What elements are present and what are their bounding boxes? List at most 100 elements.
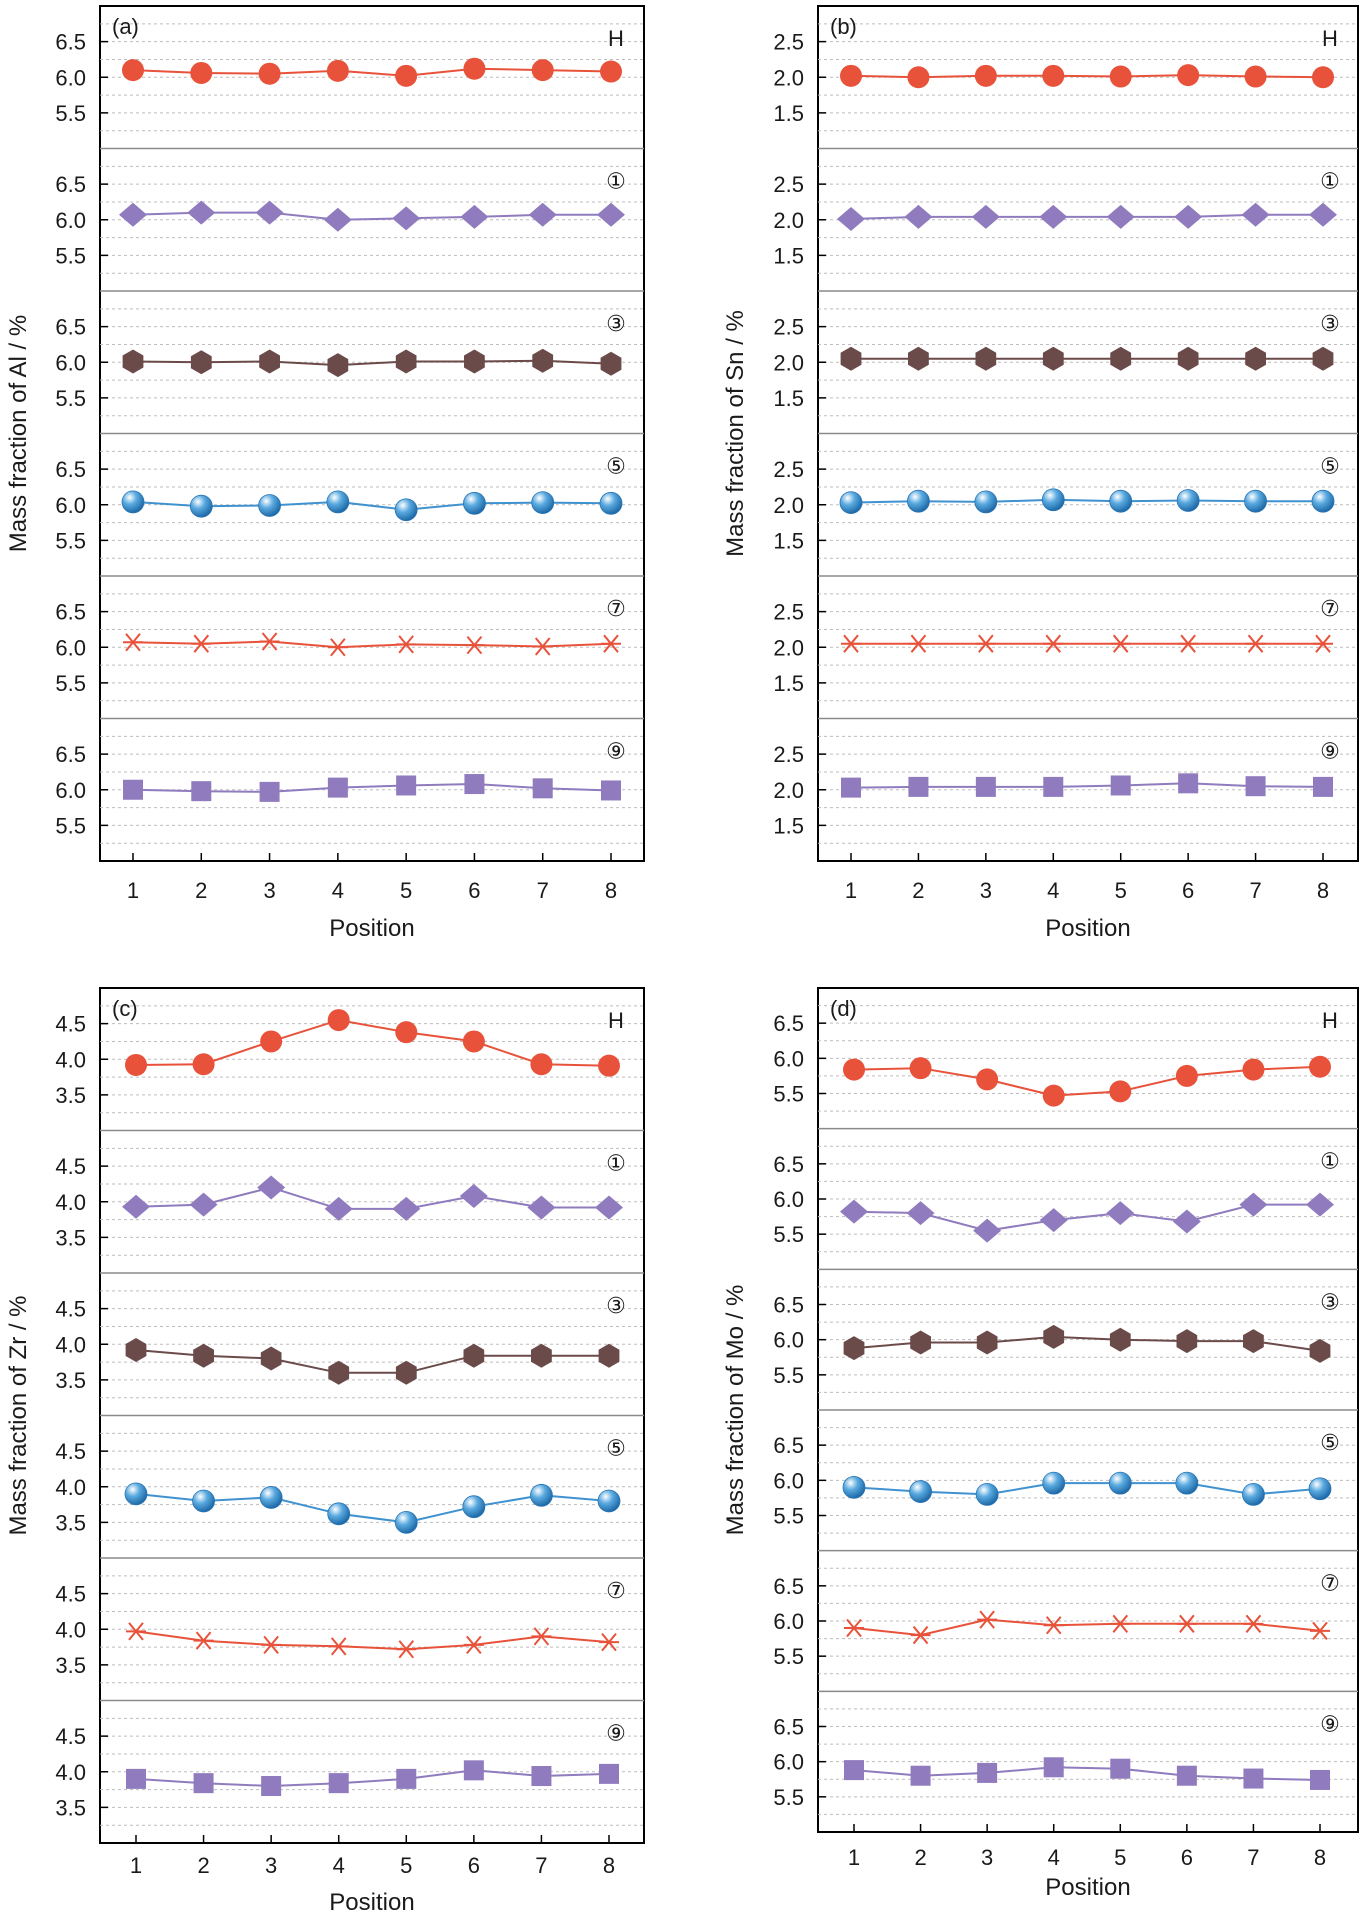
- data-point: [532, 59, 554, 81]
- row-3: 1.52.02.5 ③: [773, 291, 1358, 416]
- data-point: [841, 778, 861, 798]
- row-1: 1.52.02.5 H: [773, 24, 1358, 131]
- data-point: [194, 1773, 214, 1793]
- data-point: [977, 1331, 998, 1355]
- data-point: [1312, 66, 1334, 88]
- y-tick-label: 6.0: [55, 350, 86, 375]
- y-tick-label: 6.5: [773, 1152, 804, 1177]
- y-tick-label: 5.5: [55, 101, 86, 126]
- row-6: 3.54.04.5 ⑨: [55, 1701, 644, 1826]
- data-point: [1243, 1615, 1263, 1632]
- series-label: ①: [606, 1151, 626, 1176]
- series-label: H: [1322, 1008, 1338, 1033]
- series-label: ①: [1320, 169, 1340, 194]
- data-point: [533, 778, 553, 798]
- x-tick-label: 6: [468, 878, 480, 903]
- data-point: [976, 635, 996, 652]
- data-point: [911, 1627, 931, 1644]
- y-tick-label: 6.5: [773, 1293, 804, 1318]
- chart-panel-d: 5.56.06.5 H5.56.06.5 ①5.56.06.5 ③5.56.06.5 ⑤…: [722, 988, 1358, 1901]
- y-tick-label: 6.0: [55, 65, 86, 90]
- data-point: [193, 1344, 214, 1368]
- y-tick-label: 2.5: [773, 30, 804, 55]
- data-point: [1313, 635, 1333, 652]
- x-tick-label: 5: [1115, 878, 1127, 903]
- series-label: ①: [1320, 1149, 1340, 1174]
- data-point: [1243, 1769, 1263, 1789]
- series-label: ①: [606, 169, 626, 194]
- data-point: [595, 1195, 623, 1219]
- data-point: [1177, 64, 1199, 86]
- data-point: [1110, 490, 1132, 512]
- data-point: [396, 1769, 416, 1789]
- y-tick-label: 6.0: [55, 493, 86, 518]
- data-point: [1039, 205, 1067, 229]
- y-tick-label: 5.5: [55, 813, 86, 838]
- data-point: [1310, 1339, 1331, 1363]
- data-point: [973, 1219, 1001, 1243]
- x-tick-label: 4: [332, 878, 344, 903]
- data-point: [908, 347, 929, 371]
- y-tick-label: 1.5: [773, 101, 804, 126]
- row-4: 5.5 6.0 6.5 ⑤: [773, 1410, 1358, 1533]
- data-point: [844, 1760, 864, 1780]
- data-point: [531, 1344, 552, 1368]
- chart-panel-b: 1.52.02.5 H1.52.02.5 ①1.52.02.5 ③1.52.02.5 ⑤…: [722, 6, 1358, 942]
- y-tick-label: 6.0: [773, 1046, 804, 1071]
- y-tick-label: 2.5: [773, 315, 804, 340]
- data-point: [122, 491, 144, 513]
- data-point: [530, 1053, 552, 1075]
- y-tick-label: 5.5: [55, 243, 86, 268]
- data-point: [395, 65, 417, 87]
- data-point: [1043, 777, 1063, 797]
- y-tick-label: 2.0: [773, 778, 804, 803]
- series-label: H: [608, 26, 624, 51]
- data-point: [1178, 347, 1199, 371]
- data-point: [1177, 1329, 1198, 1353]
- data-point: [464, 350, 485, 374]
- row-5: 5.56.06.5 ⑦: [55, 576, 644, 701]
- x-tick-label: 4: [1048, 1845, 1060, 1870]
- x-axis-title: Position: [329, 915, 414, 942]
- x-tick-label: 4: [333, 1853, 345, 1878]
- data-point: [463, 1030, 485, 1052]
- data-point: [125, 1054, 147, 1076]
- data-point: [1110, 1759, 1130, 1779]
- data-point: [1178, 635, 1198, 652]
- series-label: ⑦: [606, 1578, 626, 1603]
- y-tick-label: 6.5: [55, 600, 86, 625]
- data-point: [840, 65, 862, 87]
- data-point: [532, 349, 553, 373]
- data-point: [190, 62, 212, 84]
- y-axis-title: Mass fraction of Sn / %: [722, 310, 749, 557]
- data-point: [1313, 777, 1333, 797]
- panel-label: (b): [830, 14, 857, 39]
- data-point: [126, 1769, 146, 1789]
- data-point: [1043, 1085, 1065, 1107]
- y-tick-label: 1.5: [773, 243, 804, 268]
- y-tick-label: 6.0: [55, 778, 86, 803]
- data-point: [1239, 1193, 1267, 1217]
- data-point: [1110, 347, 1131, 371]
- data-point: [976, 1483, 998, 1505]
- data-point: [1110, 1328, 1131, 1352]
- data-point: [1044, 1617, 1064, 1634]
- data-point: [395, 1511, 417, 1533]
- data-point: [1310, 1622, 1330, 1639]
- data-point: [1313, 347, 1334, 371]
- data-point: [1042, 65, 1064, 87]
- y-tick-label: 2.0: [773, 65, 804, 90]
- data-point: [191, 635, 211, 652]
- series-label: ③: [606, 1293, 626, 1318]
- y-tick-label: 6.0: [773, 1187, 804, 1212]
- data-point: [976, 347, 997, 371]
- x-tick-label: 7: [537, 878, 549, 903]
- row-3: 5.56.06.5 ③: [55, 291, 644, 416]
- data-point: [1173, 1210, 1201, 1234]
- data-point: [1246, 635, 1266, 652]
- data-point: [1306, 1193, 1334, 1217]
- y-tick-label: 6.5: [773, 1011, 804, 1036]
- data-point: [600, 492, 622, 514]
- data-point: [601, 352, 622, 376]
- data-point: [396, 1361, 417, 1385]
